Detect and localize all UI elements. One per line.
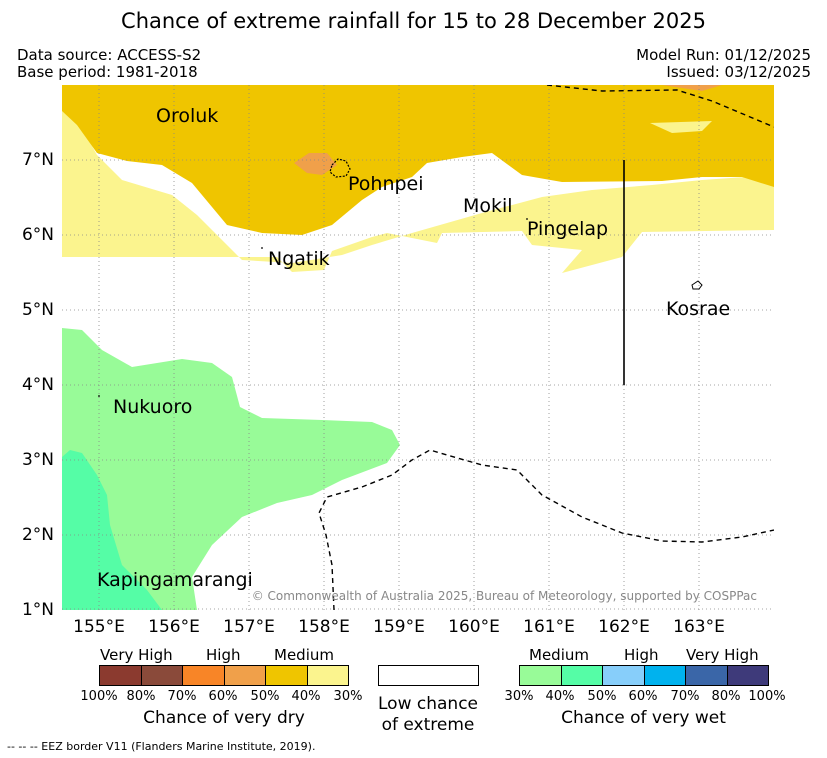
ngatik-island (261, 247, 263, 249)
label-kosrae: Kosrae (666, 298, 730, 320)
lon-label-162e: 162°E (598, 617, 650, 637)
rainfall-map: Oroluk Pohnpei Mokil Pingelap Ngatik Kos… (62, 85, 774, 610)
wet-swatch (519, 665, 562, 686)
lon-label-163e: 163°E (673, 617, 725, 637)
eez-border (318, 85, 774, 610)
wet-caption: Chance of very wet (561, 708, 726, 728)
wet-high-region (62, 450, 162, 610)
wet-level-very-high: Very High (686, 646, 759, 664)
wet-tick: 40% (545, 689, 575, 704)
dry-orange-patch (294, 153, 337, 175)
meta-right: Model Run: 01/12/2025 Issued: 03/12/2025 (636, 47, 811, 81)
lon-label-160e: 160°E (448, 617, 500, 637)
wet-swatch (602, 665, 645, 686)
copyright-text: © Commonwealth of Australia 2025, Bureau… (252, 589, 757, 603)
data-source-label: Data source: ACCESS-S2 (17, 46, 202, 64)
lon-label-161e: 161°E (523, 617, 575, 637)
lat-label-1n: 1°N (21, 600, 54, 620)
wet-tick: 100% (748, 689, 786, 704)
dry-medium-region (62, 107, 774, 273)
dry-level-very-high: Very High (100, 646, 173, 664)
label-nukuoro: Nukuoro (113, 396, 192, 418)
wet-level-medium: Medium (529, 646, 589, 664)
dry-level-high: High (206, 646, 241, 664)
meta-left: Data source: ACCESS-S2 Base period: 1981… (17, 47, 201, 81)
dry-swatch (223, 665, 266, 686)
wet-level-high: High (624, 646, 659, 664)
lat-label-7n: 7°N (21, 150, 54, 170)
label-ngatik: Ngatik (268, 248, 330, 270)
dry-tick: 60% (208, 689, 238, 704)
wet-tick: 50% (587, 689, 617, 704)
lon-label-159e: 159°E (373, 617, 425, 637)
dry-caption: Chance of very dry (143, 708, 305, 728)
lat-label-3n: 3°N (21, 450, 54, 470)
low-chance-caption: Low chance of extreme (363, 694, 493, 736)
pingelap-island (526, 218, 528, 220)
wet-swatch (643, 665, 686, 686)
lat-label-4n: 4°N (21, 375, 54, 395)
label-pohnpei: Pohnpei (348, 173, 424, 195)
dry-tick: 40% (291, 689, 321, 704)
lon-label-156e: 156°E (148, 617, 200, 637)
dry-swatch (99, 665, 142, 686)
dry-medium-patch (650, 121, 712, 133)
wet-tick: 30% (504, 689, 534, 704)
wet-swatch (685, 665, 728, 686)
lon-label-158e: 158°E (298, 617, 350, 637)
pohnpei-island (329, 158, 351, 178)
lon-label-157e: 157°E (223, 617, 275, 637)
eez-footnote: -- -- -- EEZ border V11 (Flanders Marine… (7, 740, 316, 753)
wet-swatch (726, 665, 769, 686)
lat-label-2n: 2°N (21, 525, 54, 545)
dry-orange-edge (662, 85, 722, 91)
label-oroluk: Oroluk (156, 105, 218, 127)
label-mokil: Mokil (463, 195, 513, 217)
dry-tick: 100% (80, 689, 118, 704)
low-chance-line2: of extreme (381, 715, 475, 735)
dry-tick: 30% (333, 689, 363, 704)
dry-swatch (182, 665, 225, 686)
dry-swatch (306, 665, 349, 686)
dry-tick: 70% (167, 689, 197, 704)
lat-label-6n: 6°N (21, 225, 54, 245)
wet-swatch (560, 665, 603, 686)
dry-tick: 80% (126, 689, 156, 704)
issued-label: Issued: 03/12/2025 (666, 63, 811, 81)
map-grid (62, 85, 774, 610)
lon-label-155e: 155°E (73, 617, 125, 637)
wet-medium-region (62, 328, 400, 610)
kosrae-island (691, 280, 703, 290)
wet-tick: 70% (670, 689, 700, 704)
low-chance-swatch (378, 665, 479, 686)
lat-label-5n: 5°N (21, 300, 54, 320)
dry-tick: 50% (250, 689, 280, 704)
dry-level-medium: Medium (274, 646, 334, 664)
label-kapingamarangi: Kapingamarangi (97, 569, 253, 591)
low-chance-line1: Low chance (378, 694, 478, 714)
wet-tick: 80% (711, 689, 741, 704)
nukuoro-island (98, 395, 100, 397)
base-period-label: Base period: 1981-2018 (17, 63, 198, 81)
wet-tick: 60% (628, 689, 658, 704)
model-run-label: Model Run: 01/12/2025 (636, 46, 811, 64)
chart-title: Chance of extreme rainfall for 15 to 28 … (121, 9, 706, 33)
dry-swatch (140, 665, 183, 686)
dry-swatch (265, 665, 308, 686)
label-pingelap: Pingelap (527, 218, 608, 240)
